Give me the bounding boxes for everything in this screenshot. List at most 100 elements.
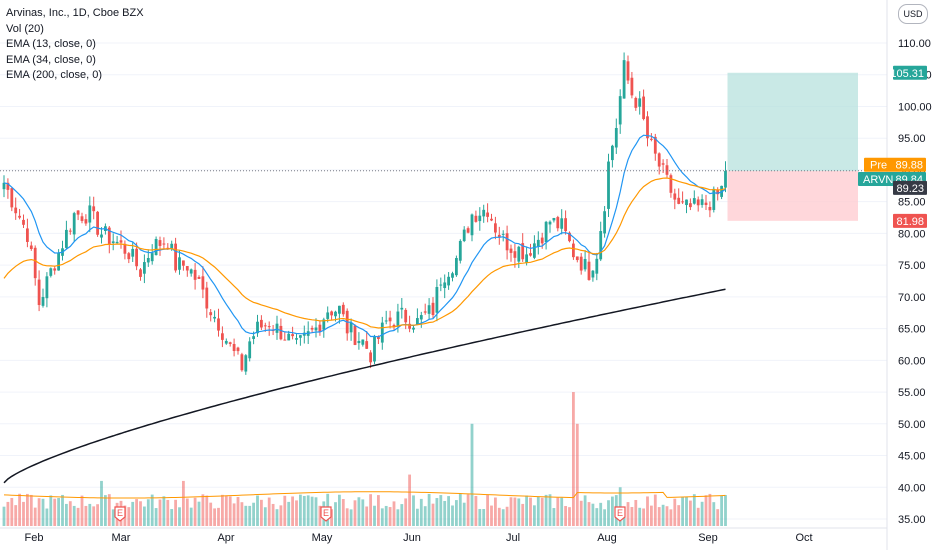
volume-bar — [408, 474, 411, 526]
symbol-title[interactable]: Arvinas, Inc., 1D, Cboe BZX — [6, 7, 144, 19]
position-zones[interactable] — [727, 72, 859, 221]
candle-body — [107, 227, 111, 244]
volume-bar — [345, 508, 349, 526]
candle-body — [162, 243, 166, 245]
volume-bar — [236, 497, 240, 526]
candle-body — [724, 170, 727, 188]
volume-bar — [712, 502, 716, 526]
volume-bar — [466, 494, 470, 526]
volume-bar — [100, 480, 103, 526]
price-tick-label: 45.00 — [898, 451, 926, 463]
time-tick-label: Feb — [25, 532, 44, 544]
volume-bar — [248, 505, 252, 526]
candle-body — [427, 305, 431, 314]
candle-body — [568, 232, 571, 242]
volume-study-label[interactable]: Vol (20) — [6, 22, 44, 35]
volume-bar — [252, 502, 255, 526]
candle-body — [505, 233, 509, 251]
candle-body — [712, 188, 716, 210]
volume-bar — [392, 501, 396, 526]
volume-bar — [299, 494, 302, 526]
candle-body — [552, 217, 556, 221]
candle-body — [377, 336, 380, 340]
candle-body — [478, 215, 482, 222]
candle-body — [607, 161, 610, 209]
volume-bar — [388, 507, 392, 526]
candle-body — [209, 312, 213, 316]
candle-body — [228, 342, 232, 344]
volume-bar — [439, 495, 443, 526]
volume-bar — [18, 493, 21, 526]
candle-body — [599, 231, 603, 260]
volume-bar — [704, 495, 708, 526]
candle-body — [665, 165, 669, 175]
candle-body — [380, 322, 384, 343]
candle-body — [135, 248, 138, 267]
candle-body — [33, 247, 37, 279]
candle-body — [556, 217, 560, 229]
candle-body — [486, 212, 489, 217]
price-axis[interactable]: 110.00105.00100.0095.0090.0085.0080.0075… — [898, 38, 932, 526]
candle-body — [544, 221, 548, 243]
volume-bar — [349, 509, 353, 526]
candle-body — [248, 341, 252, 359]
ema-lines — [3, 134, 726, 484]
volume-bar — [435, 498, 439, 526]
ema34-study-label[interactable]: EMA (34, close, 0) — [6, 53, 96, 66]
volume-bar — [607, 500, 610, 526]
volume-bar — [646, 496, 649, 526]
volume-bar — [104, 495, 107, 526]
candle-body — [143, 262, 146, 274]
candle-body — [178, 257, 181, 270]
candle-body — [6, 182, 10, 190]
volume-bar — [361, 499, 365, 526]
volume-bar — [240, 502, 244, 526]
volume-bar — [232, 503, 236, 526]
candle-body — [326, 312, 330, 319]
ema13-study-label[interactable]: EMA (13, close, 0) — [6, 38, 96, 50]
volume-bar — [470, 423, 474, 526]
chart-legend: Arvinas, Inc., 1D, Cboe BZX Vol (20) EMA… — [6, 6, 144, 84]
volume-bar — [189, 507, 193, 526]
volume-bar — [708, 493, 712, 526]
stop-zone — [727, 170, 858, 221]
volume-bar — [685, 496, 688, 526]
volume-bar — [634, 499, 638, 526]
currency-button[interactable]: USD — [898, 4, 928, 24]
candle-body — [170, 243, 174, 249]
volume-bar — [369, 494, 372, 526]
volume-bar — [197, 501, 201, 526]
candle-body — [263, 325, 267, 327]
candle-body — [299, 335, 302, 338]
candle-body — [689, 203, 692, 208]
volume-bar — [529, 497, 532, 526]
volume-bar — [92, 506, 96, 526]
candle-body — [88, 205, 92, 223]
volume-bar — [154, 508, 158, 526]
volume-bar — [458, 493, 462, 526]
time-axis[interactable]: Feb Mar Apr May Jun Jul Aug Sep Oct — [25, 532, 813, 544]
target-price-badge: 105.31 — [890, 68, 924, 80]
ema200-study-label[interactable]: EMA (200, close, 0) — [6, 69, 102, 81]
volume-bar — [76, 507, 80, 526]
candle-body — [334, 311, 337, 317]
candle-body — [18, 215, 21, 218]
candle-body — [37, 279, 41, 306]
candle-body — [131, 248, 135, 257]
candle-body — [314, 327, 318, 331]
ema13-line — [3, 134, 726, 338]
time-tick-label: May — [312, 532, 333, 544]
candles — [2, 52, 727, 375]
volume-bar — [653, 494, 657, 526]
volume-bar — [377, 495, 380, 526]
candle-body — [595, 258, 599, 274]
volume-bar — [256, 495, 259, 526]
volume-bar — [365, 506, 369, 526]
candle-body — [330, 311, 333, 316]
candle-body — [232, 343, 236, 352]
candle-body — [111, 241, 115, 244]
candle-body — [525, 254, 528, 263]
ema-value-badge-bg — [893, 180, 927, 195]
